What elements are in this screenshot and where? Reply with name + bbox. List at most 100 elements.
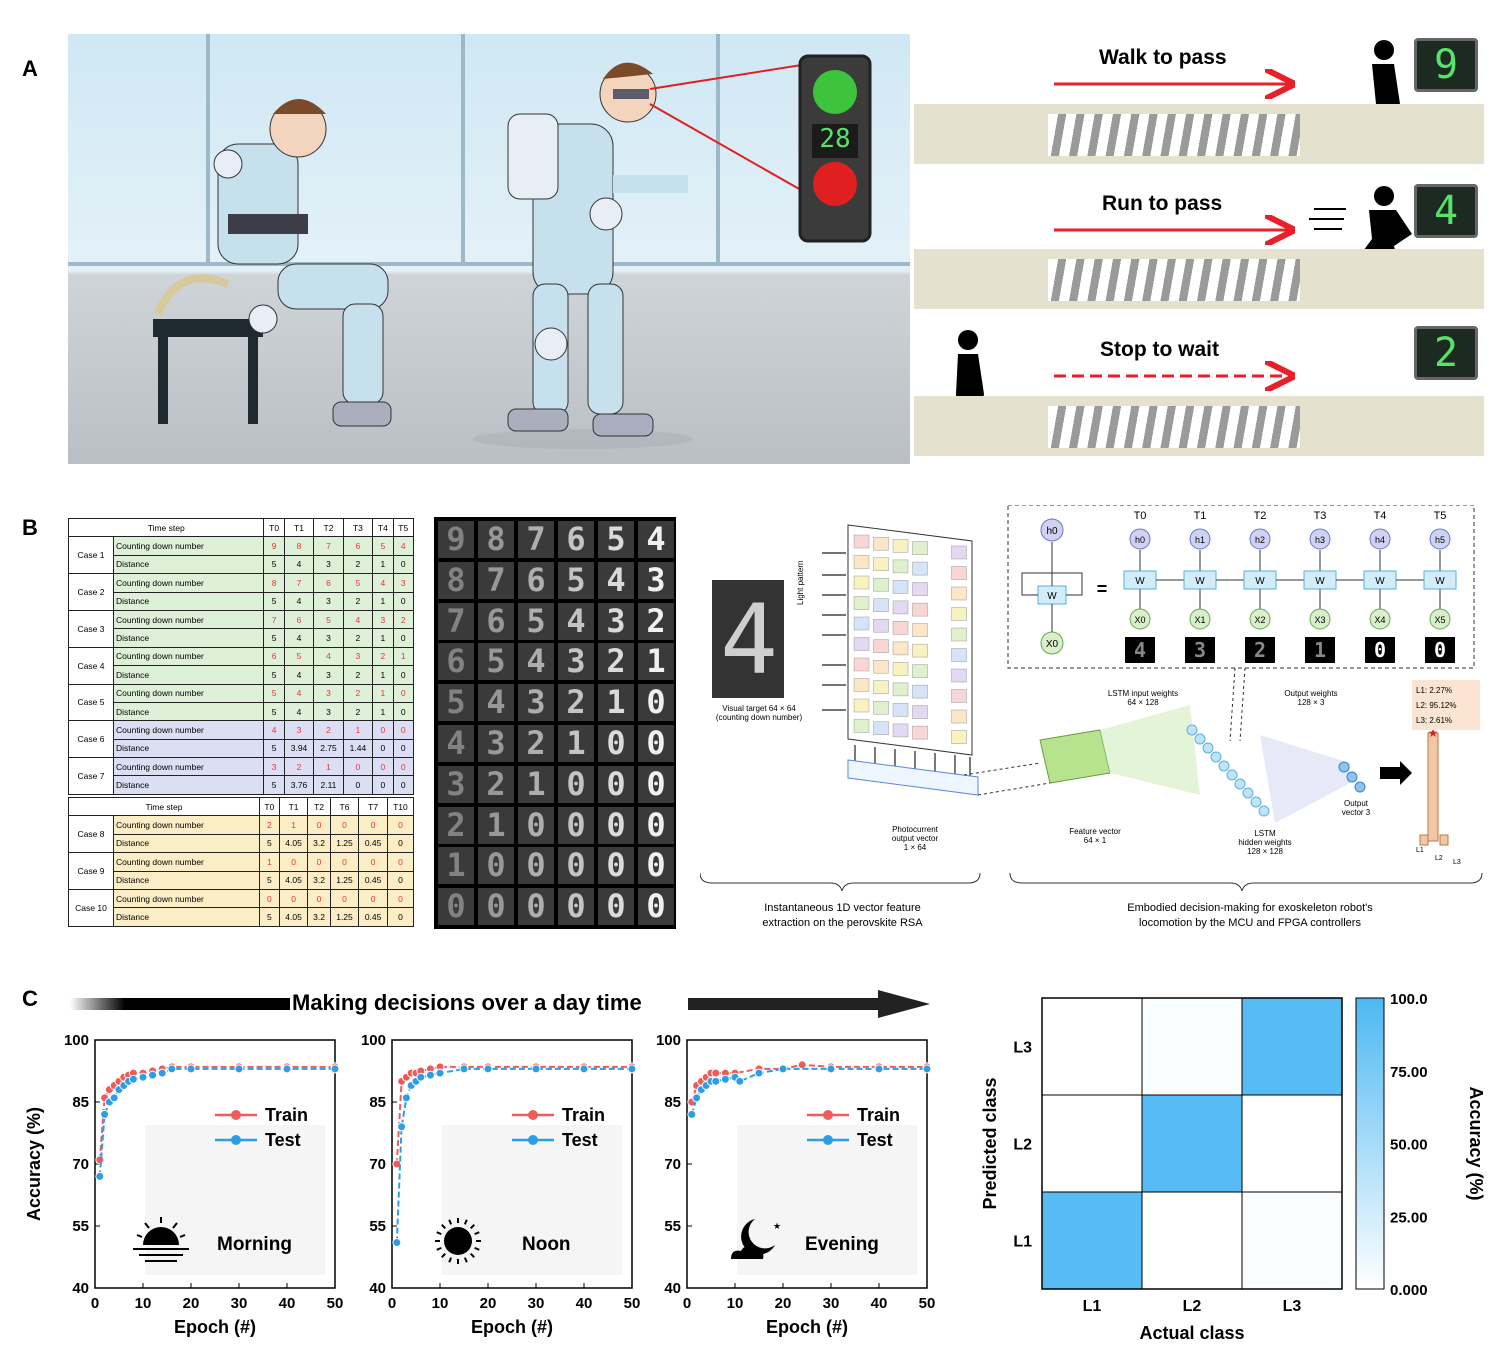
digit-image: 0 [638,725,674,762]
table-row: Case 1 Counting down number 9 8 7 6 5 4 [68,536,415,575]
table-cell: 0 [372,775,394,795]
bar-label-l1: L1 [1416,847,1424,854]
table-cell: 1 [372,591,394,611]
table-row: Case 7 Counting down number 3 2 1 0 0 0 [68,757,415,795]
table-cell: 0 [358,815,388,835]
table-cell: 0 [392,683,415,703]
table-header-cell: T2 [307,796,331,817]
table-cell: 5 [283,646,315,667]
table-header-cell: Time step [67,517,265,538]
rnn-input-label: X1 [1194,615,1205,625]
x-tick-label: 0 [91,1295,99,1312]
legend-marker [231,1110,241,1120]
data-point-test [754,1068,764,1078]
table-cell: 0.45 [358,870,388,890]
heatmap-plot: L1 L2 L3 L3 L2 L1 Actual class Predicted class [980,997,1343,1343]
digit-image: 0 [478,888,514,926]
table-row: Case 5 Counting down number 5 4 3 2 1 0 [68,683,415,722]
visual-target-label: Visual target 64 × 64 (counting down numb… [704,704,814,722]
accuracy-chart: 0 10 20 30 40 50 40 55 70 85 100 Epoch (#) Accuracy … [24,1032,343,1337]
output-vector-line2: vector 3 [1341,808,1371,817]
table-cell: 8 [263,573,285,593]
y-tick-label: 40 [72,1280,89,1297]
sunrise-icon [133,1217,189,1262]
table-cell: 3.94 [283,738,315,759]
case-label: Case 6 [68,720,114,759]
colorbar-gradient [1355,997,1385,1290]
x-tick-label: 50 [919,1295,936,1312]
case-label: Case 3 [68,609,114,648]
heatmap-x-tick-label: L2 [1183,1298,1202,1315]
table-cell: 3 [313,554,344,575]
rsa-cell [951,668,967,683]
data-point-test [234,1064,244,1074]
table-cell: 7 [313,536,344,556]
rsa-cell [951,566,967,580]
table-cell: 5 [258,870,280,890]
left-brace [700,872,981,892]
table-cell: 0 [307,815,331,835]
table-cell: 6 [263,646,285,667]
table-cell: 1 [372,554,394,575]
digit-image: 2 [478,765,514,803]
heatmap-cell [1041,1191,1143,1290]
caption-left-line1: Instantaneous 1D vector feature [764,902,921,914]
sight-line-bottom [649,103,809,195]
rnn-timestep-label: T4 [1374,510,1387,522]
row-label: Distance [112,554,265,575]
panel-label-c: C [22,986,38,1011]
table-cell: 5 [263,683,285,703]
table-cell: 2 [392,609,415,630]
x-tick-label: 50 [327,1295,344,1312]
rnn-digit-box [1245,637,1275,663]
digit-image: 5 [518,602,554,640]
table-row: Distance 5 3.76 2.11 0 0 0 [69,775,415,795]
rnn-hidden-node [1189,528,1211,550]
rnn-cell-label: W [1195,576,1205,587]
rsa-cell [951,627,967,642]
lstm-hidden-label: LSTM hidden weights 128 × 128 [1220,829,1310,856]
panel-label-b: B [22,515,38,540]
table-cell: 0 [372,738,394,759]
rsa-cell [853,719,870,733]
time-of-day-label: Evening [805,1234,879,1255]
schematic-svg: ★ h0 W X0 = T0 h0 W X0 4 T1 h1 W X1 3 T2 h2 W X2 2 T3 h3 W X3 1… [700,505,1483,892]
table-cell: 4 [392,536,415,556]
row-label: Distance [112,738,265,759]
table-row: Distance 5 4 3 2 1 0 [69,591,415,611]
table-cell: 3 [313,701,344,722]
rnn-hidden-label: h4 [1375,535,1385,545]
table-cell: 2 [342,665,374,685]
rnn-unrolled-box [1007,505,1475,669]
data-point-test [627,1064,637,1074]
digit-image: 6 [558,521,594,558]
bar-l3 [1439,834,1449,846]
y-tick-label: 55 [72,1218,89,1235]
sun-icon [435,1218,481,1264]
row-label: Distance [112,628,265,648]
caption-right-line1: Embodied decision-making for exoskeleton… [1127,902,1373,914]
table-cell: 3.2 [307,870,331,890]
table-cell: 2 [342,628,374,648]
table-cell: 7 [283,573,315,593]
x-tick-label: 40 [576,1295,593,1312]
accuracy-chart: 0 10 20 30 40 50 40 55 70 85 100 Epoch (#) Train Test… [361,1032,640,1337]
table-row: Distance 5 4 3 2 1 0 [69,701,415,722]
caption-right-line2: locomotion by the MCU and FPGA controlle… [1139,917,1361,929]
data-point-test [778,1064,788,1074]
colorbar-tick-label: 25.00 [1390,1209,1428,1226]
heatmap-x-tick-label: L3 [1283,1298,1302,1315]
lstm-input-projection [1100,705,1200,795]
table-header-cell: Time step [68,796,260,817]
case-label: Case 2 [68,573,114,611]
digit-image: 2 [598,643,634,681]
probabilities: L1: 2.27% L2: 95.12% L3: 2.61% [1416,683,1456,728]
digit-image: 0 [638,847,674,885]
digit-image: 0 [518,888,554,926]
rsa-cell [951,586,967,601]
digit-image: 2 [558,684,594,722]
table-cell: 0 [372,720,394,740]
rsa-cell [951,709,967,724]
rsa-cell [873,557,889,571]
